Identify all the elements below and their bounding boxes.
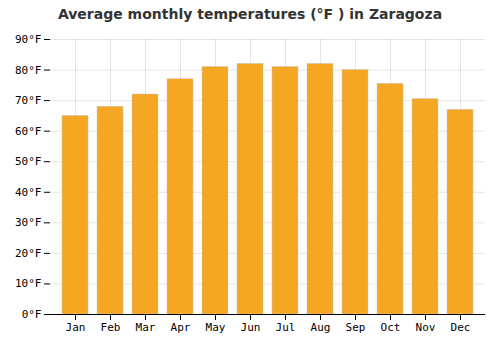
svg-text:Dec: Dec (451, 321, 471, 334)
svg-text:Aug: Aug (311, 321, 331, 334)
svg-text:60°F: 60°F (15, 125, 42, 138)
svg-text:70°F: 70°F (15, 94, 42, 107)
svg-text:Jun: Jun (241, 321, 261, 334)
svg-text:Oct: Oct (381, 321, 401, 334)
svg-text:Nov: Nov (416, 321, 436, 334)
svg-text:May: May (206, 321, 226, 334)
svg-text:20°F: 20°F (15, 247, 42, 260)
html-text:Average monthly temperatures (: Average monthly temperatures (°F ) in Za… (57, 6, 443, 22)
svg-text:80°F: 80°F (15, 64, 42, 77)
svg-text:Mar: Mar (136, 321, 156, 334)
svg-text:30°F: 30°F (15, 216, 42, 229)
svg-text:Sep: Sep (346, 321, 366, 334)
svg-text:50°F: 50°F (15, 155, 42, 168)
svg-text:40°F: 40°F (15, 186, 42, 199)
svg-text:Apr: Apr (171, 321, 191, 334)
svg-text:10°F: 10°F (15, 277, 42, 290)
svg-text:Jul: Jul (276, 321, 296, 334)
svg-text:0°F: 0°F (22, 308, 42, 321)
svg-text:90°F: 90°F (15, 33, 42, 46)
svg-text:Feb: Feb (101, 321, 121, 334)
svg-text:Jan: Jan (66, 321, 86, 334)
